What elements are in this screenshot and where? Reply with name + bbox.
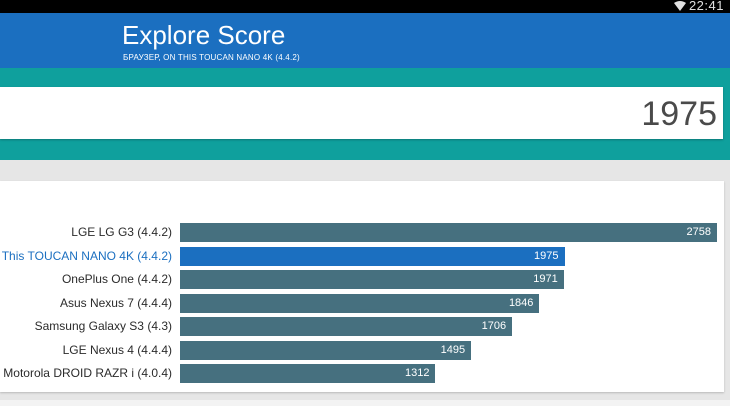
chart-category-label: OnePlus One (4.4.2) bbox=[61, 272, 172, 286]
chart-value-label: 1312 bbox=[404, 367, 430, 379]
chart-value-label: 2758 bbox=[686, 226, 711, 238]
chart-bar: 2758 bbox=[180, 223, 717, 242]
wifi-icon bbox=[674, 1, 686, 11]
status-bar: 22:41 bbox=[0, 0, 730, 13]
app-header: Explore Score БРАУЗЕР, ON THIS TOUCAN NA… bbox=[0, 13, 730, 68]
chart-bar: 1975 bbox=[180, 246, 565, 266]
chart-row: OnePlus One (4.4.2) 1971 bbox=[0, 270, 724, 289]
score-value: 1975 bbox=[641, 95, 717, 133]
chart-category-label: LGE Nexus 4 (4.4.4) bbox=[62, 342, 172, 357]
chart-value-label: 1971 bbox=[533, 273, 558, 285]
chart-value-label: 1975 bbox=[534, 249, 559, 262]
chart-bar: 1846 bbox=[180, 293, 540, 313]
chart-category-label: LGE LG G3 (4.4.2) bbox=[71, 225, 172, 239]
chart-bar: 1971 bbox=[180, 270, 564, 289]
score-card: 1975 bbox=[0, 87, 723, 139]
chart-value-label: 1706 bbox=[481, 320, 507, 332]
chart-row: Motorola DROID RAZR i (4.0.4) 1312 bbox=[0, 364, 724, 383]
chart-category-label: This TOUCAN NANO 4K (4.4.2) bbox=[1, 248, 172, 263]
chart-row: This TOUCAN NANO 4K (4.4.2) 1975 bbox=[0, 246, 724, 266]
status-time: 22:41 bbox=[688, 0, 724, 13]
page-title: Explore Score bbox=[122, 20, 286, 50]
chart-category-label: Asus Nexus 7 (4.4.4) bbox=[59, 295, 172, 310]
chart-value-label: 1846 bbox=[508, 296, 534, 309]
page-subtitle: БРАУЗЕР, ON THIS TOUCAN NANO 4K (4.4.2) bbox=[123, 53, 300, 62]
chart-bar: 1706 bbox=[180, 317, 513, 336]
chart-bar: 1495 bbox=[180, 340, 472, 360]
chart-value-label: 1495 bbox=[440, 343, 466, 356]
chart-row: LGE Nexus 4 (4.4.4) 1495 bbox=[0, 340, 724, 360]
chart-category-label: Motorola DROID RAZR i (4.0.4) bbox=[3, 366, 172, 380]
chart-bar: 1312 bbox=[180, 364, 436, 383]
chart-category-label: Samsung Galaxy S3 (4.3) bbox=[34, 319, 172, 333]
chart-row: Asus Nexus 7 (4.4.4) 1846 bbox=[0, 293, 724, 313]
chart-row: Samsung Galaxy S3 (4.3) 1706 bbox=[0, 317, 724, 336]
comparison-chart: LGE LG G3 (4.4.2) 2758 This TOUCAN NANO 4K… bbox=[0, 181, 724, 392]
bottom-strip bbox=[0, 400, 730, 406]
chart-row: LGE LG G3 (4.4.2) 2758 bbox=[0, 223, 724, 242]
